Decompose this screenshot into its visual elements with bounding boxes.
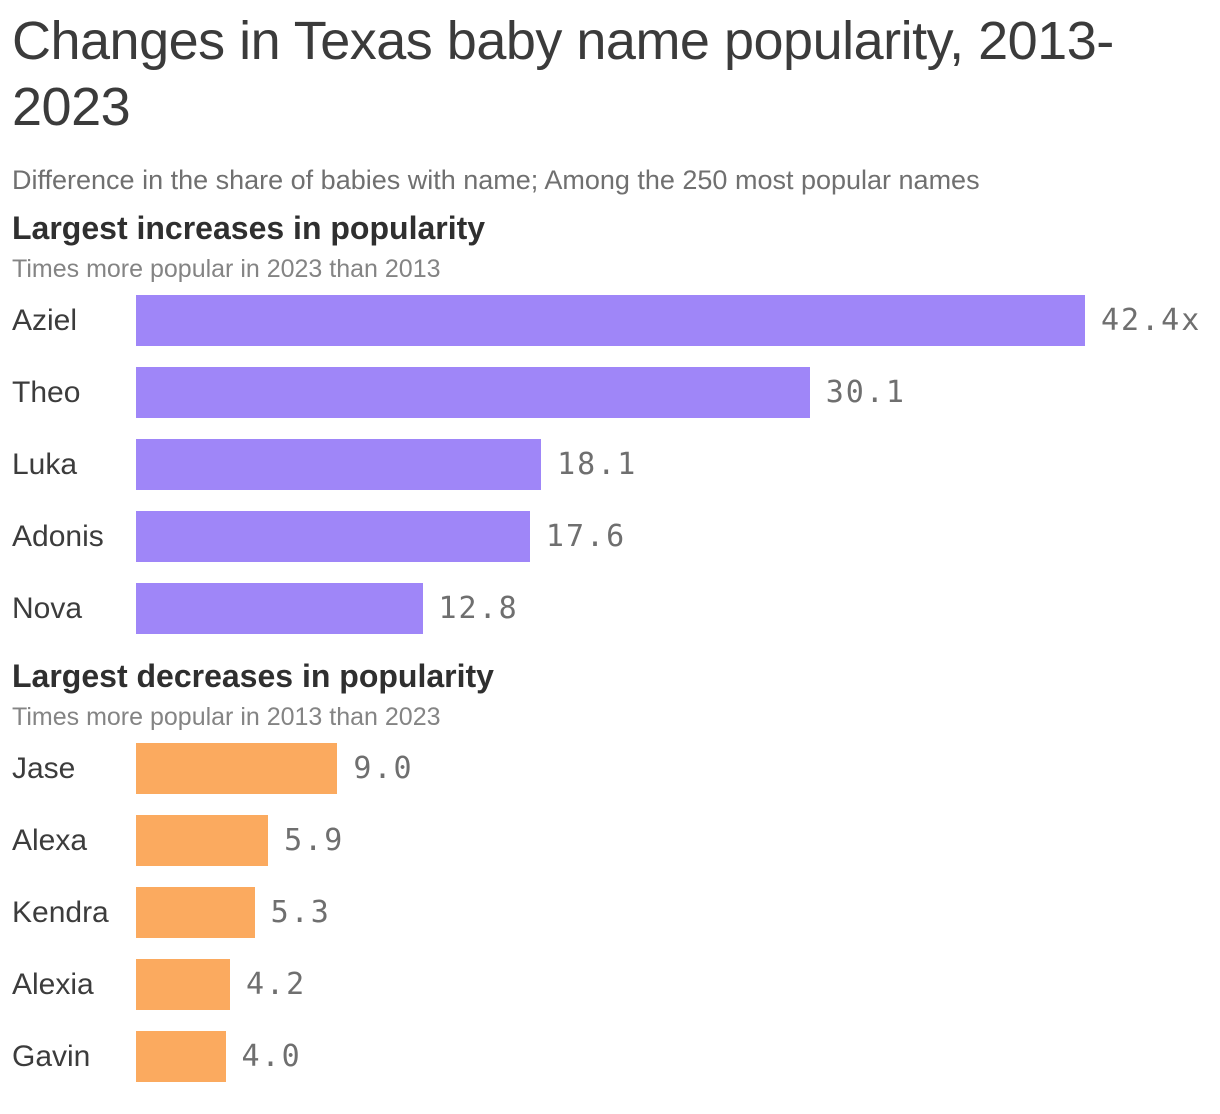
section-subtitle: Times more popular in 2013 than 2023: [12, 703, 441, 731]
bar-row: Nova 12.8: [12, 583, 1220, 634]
section-subtitle: Times more popular in 2023 than 2013: [12, 255, 441, 283]
bar: [136, 295, 1085, 346]
bar: [136, 583, 423, 634]
bar-value: 4.2: [246, 967, 307, 1002]
chart-subtitle: Difference in the share of babies with n…: [12, 165, 980, 195]
bar: [136, 439, 542, 490]
bar-label: Alexia: [12, 967, 94, 1001]
bar-label: Jase: [12, 751, 76, 785]
chart-section-1: Largest increases in popularity Times mor…: [12, 210, 1220, 634]
bar-label: Gavin: [12, 1039, 91, 1073]
bar-row: Theo 30.1: [12, 367, 1220, 418]
bar-label: Alexa: [12, 823, 88, 857]
chart-sections: Largest increases in popularity Times mor…: [12, 210, 1220, 1082]
bar-value: 12.8: [438, 591, 519, 626]
bar-label: Aziel: [12, 303, 78, 337]
bar: [136, 887, 255, 938]
bar-row: Luka 18.1: [12, 439, 1220, 490]
bar: [136, 815, 269, 866]
bar-rows: Jase 9.0 Alexa 5.9 Kendra 5.3 Alexia 4.2 Gavin 4.…: [12, 743, 1220, 1082]
bar-row: Jase 9.0: [12, 743, 1220, 794]
chart-title: Changes in Texas baby name popularity, 2…: [12, 11, 1114, 137]
bar: [136, 511, 530, 562]
section-title: Largest increases in popularity: [12, 210, 486, 246]
bar-value: 5.3: [270, 895, 331, 930]
bar-value: 5.9: [284, 823, 345, 858]
bar-value: 17.6: [545, 519, 627, 554]
bar-row: Adonis 17.6: [12, 511, 1220, 562]
chart-section-2: Largest decreases in popularity Times mor…: [12, 658, 1220, 1082]
bar-label: Adonis: [12, 519, 104, 553]
bar-row: Alexa 5.9: [12, 815, 1220, 866]
bar-rows: Aziel 42.4x Theo 30.1 Luka 18.1 Adonis 17.6 Nova…: [12, 295, 1220, 634]
bar-row: Alexia 4.2: [12, 959, 1220, 1010]
bar: [136, 1031, 226, 1082]
bar-value: 30.1: [825, 375, 906, 410]
bar-row: Kendra 5.3: [12, 887, 1220, 938]
bar-row: Gavin 4.0: [12, 1031, 1220, 1082]
bar-row: Aziel 42.4x: [12, 295, 1220, 346]
bar-label: Theo: [12, 375, 81, 409]
bar-value: 9.0: [353, 751, 414, 786]
section-title: Largest decreases in popularity: [12, 658, 494, 694]
bar-label: Nova: [12, 591, 83, 625]
bar-label: Kendra: [12, 895, 109, 929]
bar: [136, 367, 810, 418]
bar-value: 42.4x: [1101, 303, 1202, 338]
bar-label: Luka: [12, 447, 78, 481]
bar-value: 4.0: [241, 1039, 302, 1074]
bar: [136, 959, 230, 1010]
bar-value: 18.1: [557, 447, 638, 482]
bar: [136, 743, 338, 794]
